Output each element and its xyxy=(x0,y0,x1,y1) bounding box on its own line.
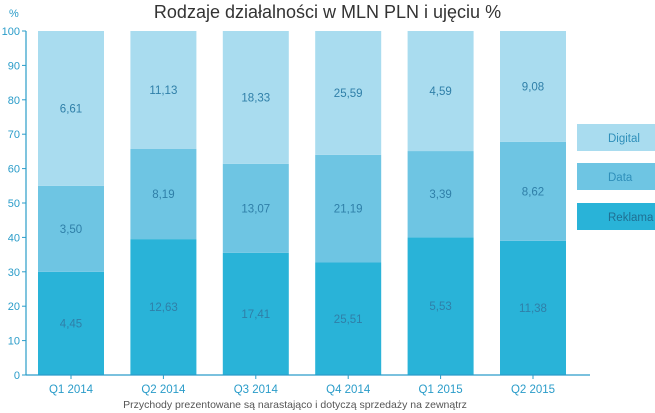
bar-value-label: 25,59 xyxy=(334,88,363,100)
bar-value-label: 11,13 xyxy=(149,85,177,97)
bar-segment-digital xyxy=(407,31,474,152)
y-tick-label: 60 xyxy=(8,164,20,176)
bar-segment-data xyxy=(315,154,382,263)
bar-segment-reklama xyxy=(130,239,197,375)
bar-value-label: 8,19 xyxy=(152,189,174,201)
bar-value-label: 6,61 xyxy=(60,103,82,115)
y-tick-label: 40 xyxy=(8,232,20,244)
bar-value-label: 5,53 xyxy=(429,301,451,313)
bar-value-label: 11,38 xyxy=(519,303,547,315)
y-tick-label: 50 xyxy=(8,198,20,210)
bar-segment-reklama xyxy=(222,252,289,375)
bar-segment-digital xyxy=(222,31,289,164)
bar-value-label: 17,41 xyxy=(241,309,270,321)
x-category-label: Q2 2014 xyxy=(141,384,186,396)
bar-segment-data xyxy=(38,185,104,272)
legend-label-data: Data xyxy=(608,172,633,184)
y-tick-label: 80 xyxy=(8,95,20,107)
bar-segment-reklama xyxy=(38,271,104,375)
bar-value-label: 4,59 xyxy=(429,86,451,98)
bar-segment-digital xyxy=(500,31,566,142)
bar-value-label: 4,45 xyxy=(60,318,82,330)
y-tick-label: 20 xyxy=(8,301,20,313)
legend-label-digital: Digital xyxy=(608,133,640,145)
y-tick-label: 10 xyxy=(8,336,20,348)
bar-segment-data xyxy=(222,163,289,253)
chart-footnote: Przychody prezentowane są narastająco i … xyxy=(123,399,467,411)
y-tick-label: 90 xyxy=(8,60,20,72)
y-tick-label: 70 xyxy=(8,129,20,141)
bar-segment-digital xyxy=(130,31,197,149)
bar-segment-reklama xyxy=(500,240,566,375)
bar-segment-data xyxy=(407,151,474,238)
bar-segment-reklama xyxy=(315,262,382,375)
legend-swatch-data xyxy=(577,163,655,190)
bar-segment-data xyxy=(500,141,566,241)
bar-segment-data xyxy=(130,148,197,240)
bar-value-label: 3,50 xyxy=(60,224,82,236)
x-category-label: Q3 2014 xyxy=(234,384,279,396)
x-category-label: Q2 2015 xyxy=(511,384,555,396)
bar-value-label: 13,07 xyxy=(241,203,270,215)
bar-value-label: 8,62 xyxy=(522,186,544,198)
x-category-label: Q1 2014 xyxy=(49,384,94,396)
y-tick-label: 0 xyxy=(14,370,20,382)
bar-value-label: 21,19 xyxy=(334,204,363,216)
x-category-label: Q1 2015 xyxy=(419,384,463,396)
y-tick-label: 100 xyxy=(2,26,20,38)
bar-value-label: 12,63 xyxy=(149,302,178,314)
y-tick-label: 30 xyxy=(8,267,20,279)
legend-swatch-reklama xyxy=(577,203,655,230)
bar-value-label: 18,33 xyxy=(241,92,270,104)
bar-segment-reklama xyxy=(407,237,474,375)
x-category-label: Q4 2014 xyxy=(326,384,371,396)
y-axis-unit-label: % xyxy=(9,8,19,20)
bar-value-label: 3,39 xyxy=(429,189,451,201)
chart-title: Rodzaje działalności w MLN PLN i ujęciu … xyxy=(153,2,502,22)
bar-value-label: 25,51 xyxy=(334,314,363,326)
legend-label-reklama: Reklama xyxy=(608,212,654,224)
bar-value-label: 9,08 xyxy=(522,81,544,93)
bar-segment-digital xyxy=(315,31,382,155)
legend-swatch-digital xyxy=(577,124,655,151)
bar-segment-digital xyxy=(38,31,104,186)
